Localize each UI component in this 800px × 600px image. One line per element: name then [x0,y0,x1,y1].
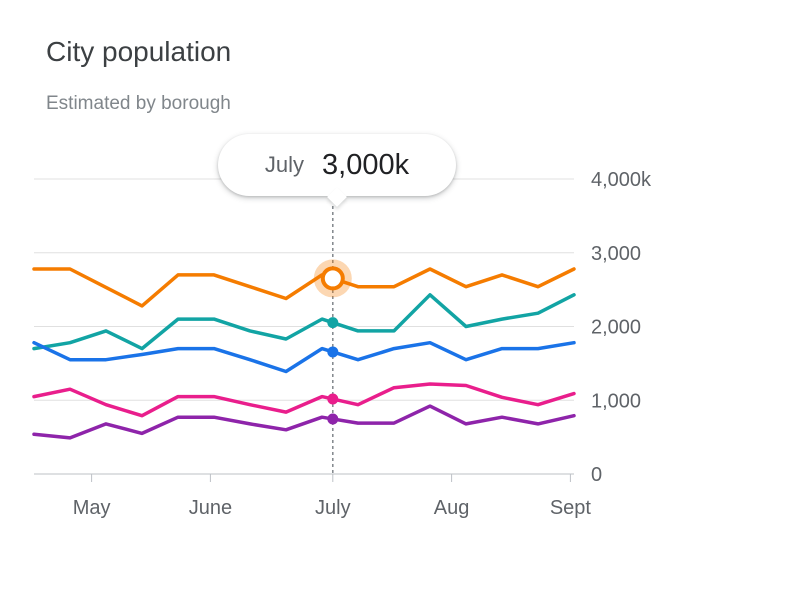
x-tick-label: Sept [550,497,592,519]
y-tick-label: 0 [591,464,602,486]
series-line-4 [32,404,576,440]
tooltip-label: July [264,152,305,177]
x-tick-label: Aug [434,497,470,519]
x-tick-label: May [73,497,111,519]
series-line-0 [32,267,576,308]
tooltip-value: 3,000k [322,148,410,181]
series-line-1 [32,293,576,351]
tooltip: July 3,000k [218,134,456,196]
y-tick-label: 4,000k [591,169,652,191]
x-tick-label: June [189,497,232,519]
series-line-3 [32,382,576,418]
series-line-2 [32,340,576,374]
y-tick-label: 2,000 [591,317,641,339]
series-point-2 [327,346,339,358]
series-point-1 [327,317,339,329]
y-tick-label: 1,000 [591,390,641,412]
x-tick-label: July [315,497,351,519]
highlight-point [320,266,345,291]
chart-subtitle: Estimated by borough [46,93,231,114]
series-point-3 [327,393,339,405]
y-tick-label: 3,000 [591,243,641,265]
series-point-4 [327,413,339,425]
chart-title: City population [46,36,232,67]
